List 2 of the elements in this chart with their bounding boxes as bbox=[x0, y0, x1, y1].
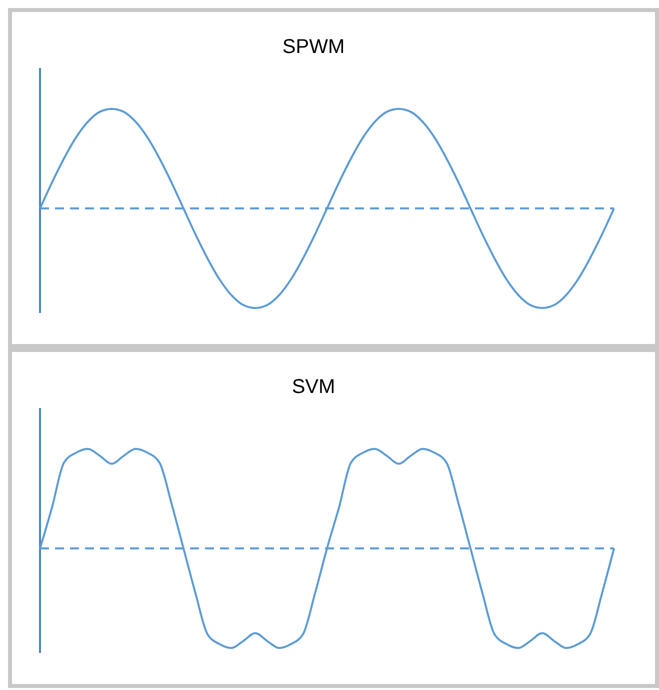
chart-title: SPWM bbox=[282, 36, 345, 58]
chart-title: SVM bbox=[292, 376, 336, 398]
